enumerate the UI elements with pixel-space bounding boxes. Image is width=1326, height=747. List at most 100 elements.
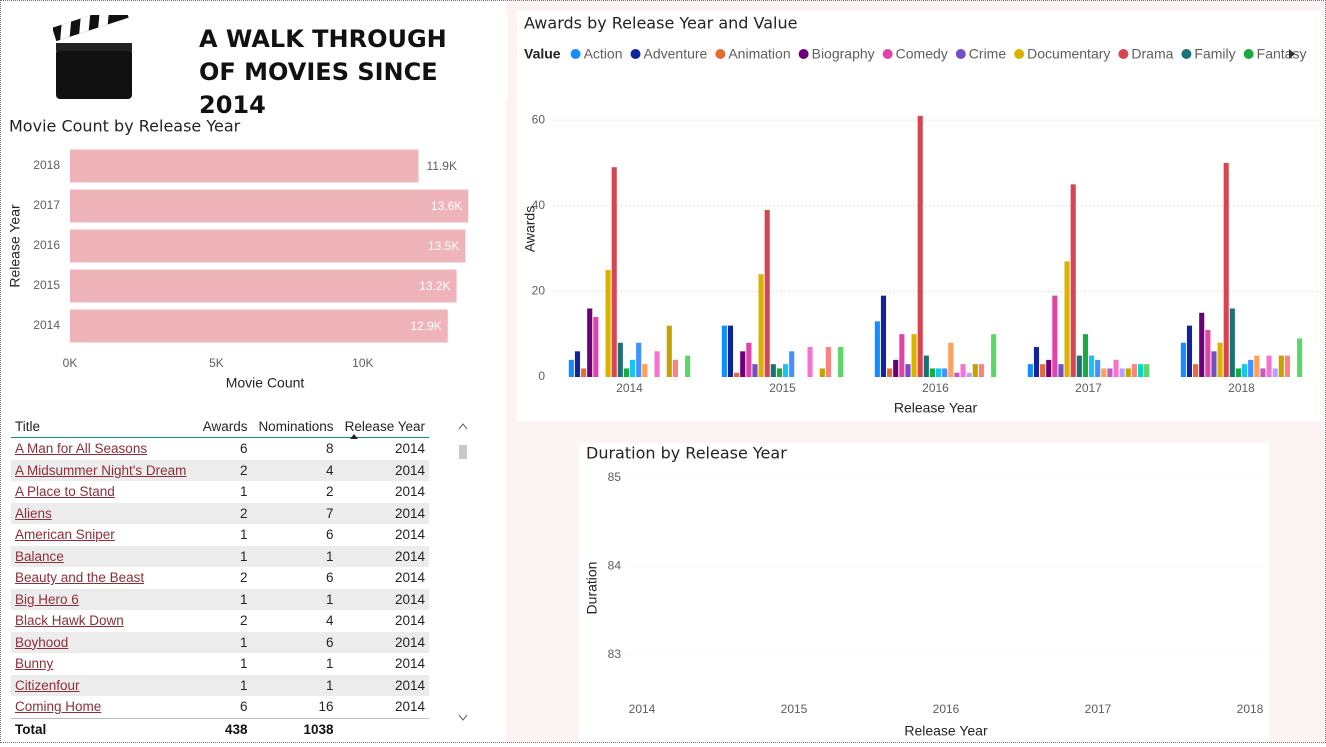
- bar: [1058, 364, 1064, 377]
- bar: [1229, 308, 1235, 377]
- bar: [991, 334, 997, 377]
- duration-panel: Duration by Release Year 83 84 85 2014 2015 20…: [579, 443, 1269, 742]
- legend-label: Fantasy: [1257, 46, 1307, 62]
- scrollbar[interactable]: [456, 417, 470, 729]
- bar: [1046, 359, 1052, 377]
- bar: [887, 368, 893, 377]
- chart: Movie Count by Release Year 0K 5K 10K 2018 11…: [7, 117, 469, 391]
- bar: [70, 309, 448, 343]
- bar: [740, 351, 746, 377]
- title-link[interactable]: American Sniper: [15, 527, 115, 543]
- title-link[interactable]: A Man for All Seasons: [15, 441, 148, 457]
- title-link[interactable]: Black Hawk Down: [15, 613, 124, 629]
- bar: [1278, 355, 1284, 377]
- bar: [721, 325, 727, 377]
- bar: [1107, 368, 1113, 377]
- y-tick-label: 60: [532, 112, 546, 126]
- bar: [630, 359, 636, 377]
- bar: [1205, 329, 1211, 377]
- bar: [70, 149, 419, 183]
- data-label: 13.5K: [428, 239, 459, 253]
- title-link[interactable]: Coming Home: [15, 699, 102, 715]
- bar: [1070, 184, 1076, 377]
- total-cell: 1038: [251, 717, 338, 740]
- sort-indicator[interactable]: [349, 433, 361, 441]
- bar: [1144, 364, 1150, 377]
- x-tick-label: 2018: [1237, 702, 1264, 716]
- column-header[interactable]: Nominations: [251, 415, 338, 438]
- title-link[interactable]: Aliens: [11, 502, 197, 524]
- legend-swatch: [715, 49, 726, 59]
- title-link[interactable]: Big Hero 6: [11, 588, 197, 610]
- title-link[interactable]: A Place to Stand: [15, 484, 115, 500]
- bar: [1248, 359, 1254, 377]
- legend-next-arrow[interactable]: [1289, 49, 1295, 59]
- bar: [929, 368, 935, 377]
- bar: [1254, 355, 1260, 377]
- title-link[interactable]: Boyhood: [11, 631, 197, 653]
- legend-label: Adventure: [644, 46, 708, 62]
- x-tick-label: 2018: [1228, 381, 1255, 395]
- table-cell: 2: [196, 459, 252, 481]
- column-header[interactable]: Title: [11, 415, 197, 438]
- table-cell: 6: [325, 527, 334, 543]
- legend-swatch: [630, 49, 641, 59]
- title-link[interactable]: Citizenfour: [11, 674, 197, 696]
- table-cell: 6: [239, 441, 248, 457]
- bar: [789, 351, 795, 377]
- bar: [936, 368, 942, 377]
- table-cell: 1: [196, 588, 252, 610]
- table-row: Citizenfour 1 1 2014: [11, 674, 429, 696]
- table-row: A Man for All Seasons 6 8 2014: [11, 438, 429, 460]
- bar: [942, 368, 948, 377]
- bar: [960, 364, 966, 377]
- x-tick-label: 2015: [781, 702, 808, 716]
- bar: [776, 368, 782, 377]
- y-tick-label: 2015: [33, 278, 60, 292]
- title-link[interactable]: Bunny: [15, 656, 54, 672]
- table-cell: 2: [325, 484, 334, 500]
- legend-label: Comedy: [896, 46, 948, 62]
- y-tick-label: 2018: [33, 158, 60, 172]
- chart: Awards by Release Year and Value Value Act…: [522, 14, 1318, 416]
- y-tick-label: 2016: [33, 238, 60, 252]
- chart: Duration by Release Year 83 84 85 2014 2015 20…: [584, 444, 1264, 739]
- legend-label: Animation: [728, 46, 790, 62]
- y-tick-label: 2017: [33, 198, 60, 212]
- bar: [746, 342, 752, 377]
- column-header[interactable]: Awards: [196, 415, 252, 438]
- bar: [1052, 295, 1058, 377]
- table-cell: 2: [239, 613, 248, 629]
- bar: [966, 372, 972, 377]
- bar: [727, 325, 734, 377]
- column-header[interactable]: Release Year: [337, 415, 429, 438]
- table-cell: 2014: [394, 699, 425, 715]
- y-tick-label: 40: [532, 198, 546, 212]
- bar: [70, 269, 457, 303]
- bar: [70, 189, 469, 223]
- x-tick-label: 2014: [629, 702, 656, 716]
- bar: [636, 342, 642, 377]
- table-cell: 4: [325, 613, 334, 629]
- bar: [1089, 355, 1095, 377]
- legend-swatch: [798, 49, 809, 59]
- table-cell: 16: [318, 699, 334, 715]
- chart-title: Duration by Release Year: [586, 444, 787, 463]
- bar: [1242, 364, 1248, 377]
- bar: [574, 351, 581, 377]
- table-cell: 1: [251, 674, 338, 696]
- bar: [568, 359, 574, 377]
- bar: [880, 295, 887, 377]
- title-link[interactable]: Beauty and the Beast: [15, 570, 145, 586]
- title-link[interactable]: Balance: [11, 545, 197, 567]
- bar: [1186, 325, 1193, 377]
- bar: [1297, 338, 1303, 377]
- table-cell: 1: [196, 674, 252, 696]
- title-link[interactable]: A Midsummer Night's Dream: [11, 459, 197, 481]
- bar: [911, 334, 917, 377]
- table-cell: 1: [196, 545, 252, 567]
- bar: [1211, 351, 1217, 377]
- table-cell: 4: [251, 459, 338, 481]
- x-tick-label: 10K: [352, 356, 373, 370]
